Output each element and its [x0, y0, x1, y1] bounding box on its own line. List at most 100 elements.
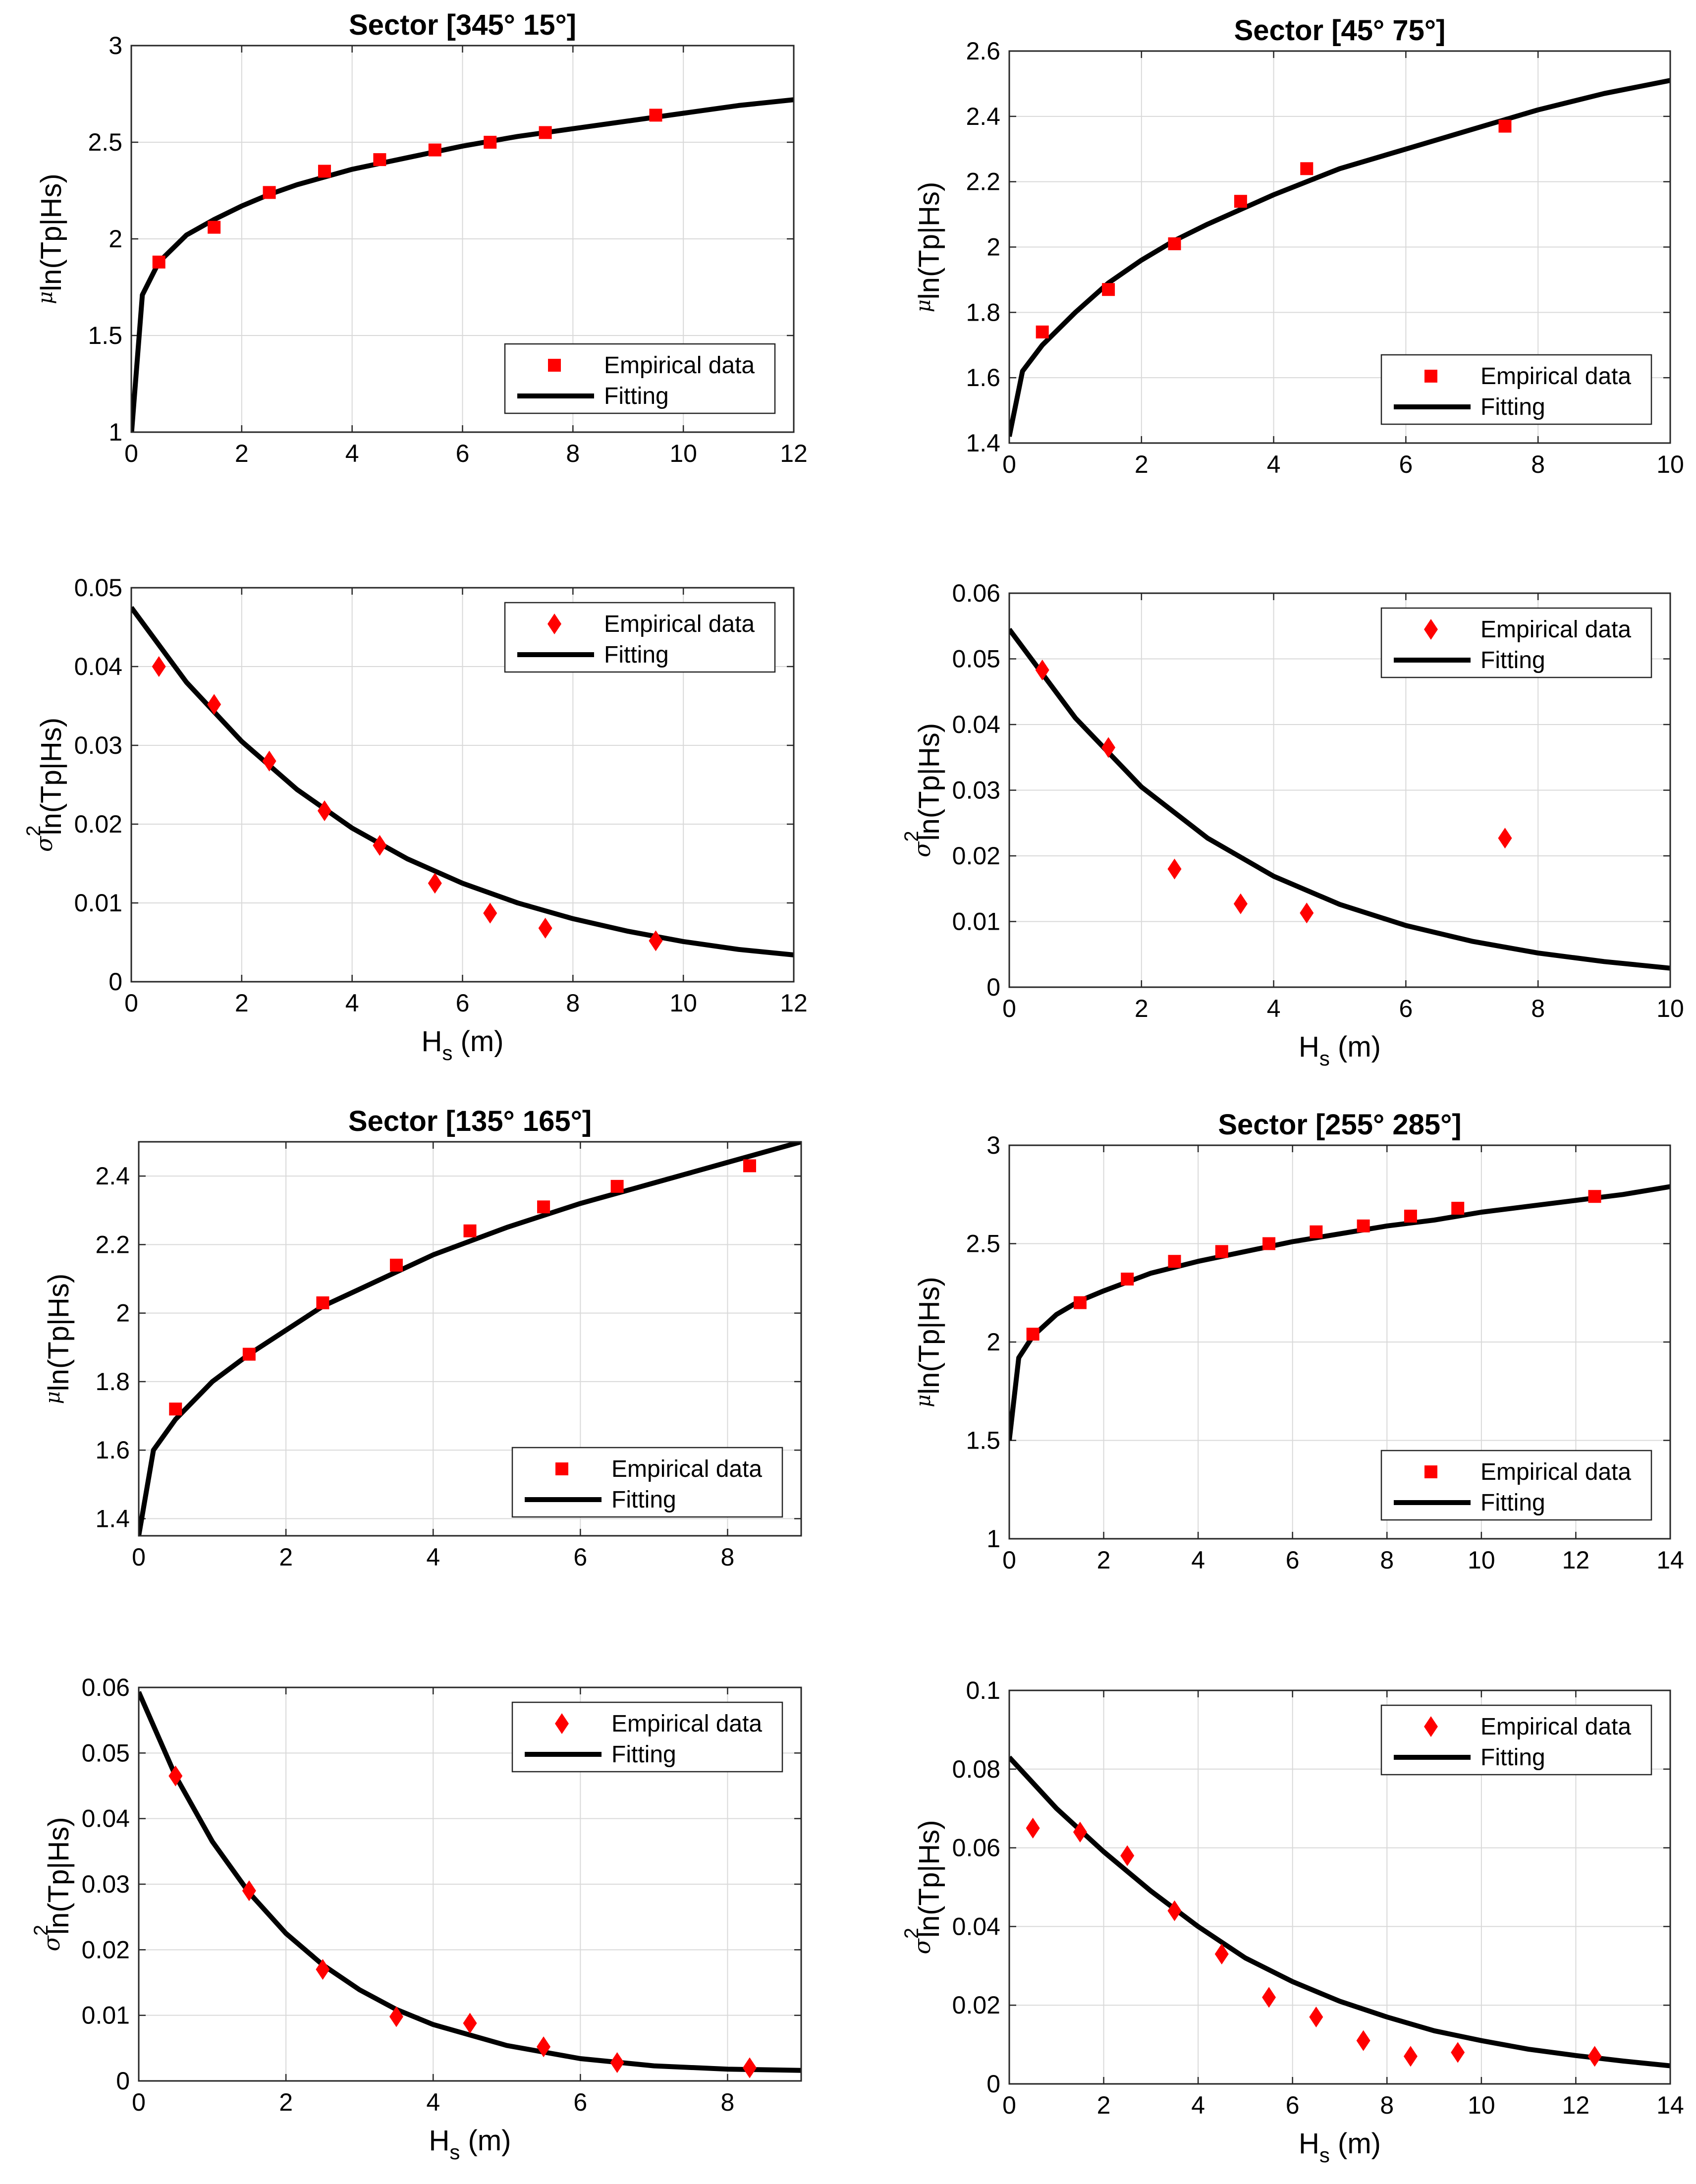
- data-point: [1073, 1821, 1087, 1843]
- x-tick-label: 2: [1135, 995, 1149, 1022]
- x-tick-label: 2: [1097, 2091, 1111, 2119]
- data-point: [484, 136, 497, 149]
- x-tick-label: 0: [132, 2088, 146, 2116]
- x-tick-label: 8: [566, 440, 580, 467]
- legend-box: [504, 343, 776, 414]
- y-tick-label: 3: [986, 1131, 1000, 1159]
- x-tick-label: 0: [124, 440, 138, 467]
- x-label-subscript: s: [442, 1041, 452, 1064]
- y-axis-label: σ2ln(Tp|Hs): [901, 723, 945, 857]
- x-tick-label: 4: [1267, 995, 1281, 1022]
- legend-label-fitting: Fitting: [1480, 1490, 1545, 1516]
- y-tick-label: 2: [986, 233, 1000, 261]
- legend-label-fitting: Fitting: [611, 1487, 676, 1513]
- x-tick-label: 8: [1531, 995, 1545, 1022]
- data-point: [649, 930, 663, 952]
- x-tick-label: 8: [1531, 450, 1545, 478]
- x-tick-label: 0: [124, 989, 138, 1017]
- chart-title: Sector [135° 165°]: [348, 1105, 592, 1137]
- axes-box: [1008, 50, 1671, 444]
- y-label-subscript: ln(Tp|Hs): [913, 1277, 945, 1394]
- legend-box: [511, 1701, 783, 1773]
- x-tick-label: 2: [1097, 1546, 1111, 1574]
- legend-marker-empirical: [548, 359, 561, 372]
- legend-box: [1380, 354, 1652, 425]
- legend: Empirical data Fitting: [1380, 1704, 1652, 1776]
- legend: Empirical data Fitting: [504, 602, 776, 673]
- data-point: [1587, 2046, 1602, 2067]
- data-point: [373, 153, 386, 167]
- y-tick-label: 1.6: [966, 364, 1000, 392]
- y-tick-label: 0: [109, 968, 122, 996]
- y-tick-label: 2.5: [88, 128, 122, 156]
- y-label-symbol: σ: [909, 1938, 935, 1955]
- data-point: [1357, 1219, 1370, 1232]
- data-point: [152, 255, 165, 269]
- x-tick-label: 8: [721, 2088, 735, 2116]
- legend-label-empirical: Empirical data: [1480, 1714, 1631, 1740]
- x-label-unit: (m): [452, 1025, 503, 1058]
- legend-box: [504, 602, 776, 673]
- data-point: [1498, 119, 1512, 133]
- y-axis-label: σ2ln(Tp|Hs): [30, 1817, 75, 1951]
- y-label-subscript: ln(Tp|Hs): [913, 1820, 945, 1937]
- data-point: [1300, 162, 1313, 175]
- y-tick-label: 1.5: [88, 322, 122, 349]
- y-tick-label: 2.5: [966, 1230, 1000, 1258]
- y-tick-label: 0: [116, 2067, 130, 2095]
- data-point: [428, 143, 441, 157]
- axes-box: [130, 45, 795, 433]
- fitting-curve: [1009, 627, 1670, 971]
- data-point: [1356, 2030, 1370, 2051]
- x-label-unit: (m): [460, 2125, 511, 2157]
- y-label-subscript: ln(Tp|Hs): [913, 723, 945, 840]
- legend-label-empirical: Empirical data: [611, 1456, 762, 1482]
- y-tick-label: 2: [986, 1328, 1000, 1356]
- data-point: [207, 694, 221, 715]
- data-point: [1214, 1943, 1229, 1964]
- data-point: [428, 873, 442, 894]
- legend-label-empirical: Empirical data: [1480, 616, 1631, 643]
- y-tick-label: 0.01: [74, 889, 122, 917]
- x-axis-label: Hs (m): [1299, 2128, 1381, 2167]
- chart-p2: 0 2 4 6 8 10 1.4 1.6 1.8 2 2.2 2.4 2.6 Sector [45° 75…: [912, 14, 1684, 478]
- x-tick-label: 10: [1468, 2091, 1495, 2119]
- data-point: [1498, 828, 1512, 849]
- data-point: [389, 2006, 403, 2027]
- data-point: [539, 126, 552, 139]
- y-tick-label: 0.04: [952, 711, 1000, 738]
- x-tick-label: 10: [1656, 995, 1684, 1022]
- x-tick-label: 2: [279, 1543, 293, 1571]
- y-label-symbol: μ: [34, 291, 57, 304]
- x-tick-label: 4: [345, 989, 359, 1017]
- data-point: [1073, 1296, 1087, 1309]
- legend-label-fitting: Fitting: [1480, 647, 1545, 673]
- data-point: [317, 800, 331, 821]
- x-tick-label: 6: [573, 1543, 587, 1571]
- data-point: [1403, 2046, 1418, 2067]
- data-point: [1102, 283, 1115, 296]
- data-point: [1026, 1817, 1040, 1839]
- legend-box: [1380, 1450, 1652, 1521]
- x-label-symbol: H: [422, 1025, 442, 1058]
- x-tick-label: 8: [1380, 1546, 1394, 1574]
- x-tick-label: 14: [1656, 2091, 1684, 2119]
- data-point: [1215, 1245, 1228, 1258]
- legend-label-empirical: Empirical data: [1480, 363, 1631, 390]
- y-axis-label: μln(Tp|Hs): [42, 1274, 75, 1404]
- x-label-symbol: H: [429, 2125, 450, 2157]
- x-label-symbol: H: [1299, 1031, 1319, 1063]
- x-tick-label: 0: [1002, 2091, 1016, 2119]
- data-point: [208, 221, 221, 234]
- data-point: [263, 186, 276, 199]
- data-point: [1300, 902, 1314, 924]
- y-tick-label: 1: [986, 1525, 1000, 1553]
- axes-box: [138, 1686, 802, 2082]
- y-label-superscript: 2: [23, 825, 45, 836]
- y-tick-label: 0.02: [74, 810, 122, 838]
- x-tick-label: 6: [1286, 2091, 1300, 2119]
- x-axis-label: Hs (m): [429, 2125, 511, 2164]
- y-tick-label: 0.05: [82, 1739, 130, 1767]
